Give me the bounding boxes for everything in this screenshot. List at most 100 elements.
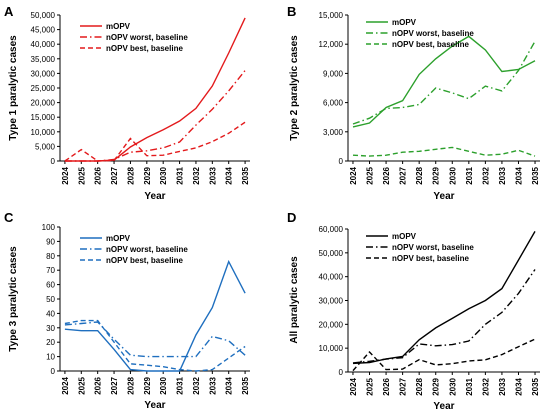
x-tick-label: 2030 <box>159 166 168 184</box>
y-tick-label: 0 <box>339 157 344 166</box>
y-tick-label: 90 <box>46 237 55 246</box>
x-tick-label: 2034 <box>514 377 523 395</box>
x-tick-label: 2025 <box>77 166 86 184</box>
x-tick-label: 2028 <box>126 166 135 184</box>
x-tick-label: 2032 <box>481 377 490 395</box>
x-axis-title: Year <box>433 191 454 202</box>
y-tick-label: 12,000 <box>319 40 344 49</box>
x-tick-label: 2028 <box>415 377 424 395</box>
series-line-nopv-worst <box>352 40 536 125</box>
x-tick-label: 2024 <box>61 166 70 184</box>
series-line-nopv-worst <box>64 321 246 358</box>
x-axis-title: Year <box>144 191 165 202</box>
x-tick-label: 2031 <box>465 166 474 184</box>
legend-label: mOPV <box>392 18 417 27</box>
y-tick-label: 15,000 <box>31 113 56 122</box>
y-tick-label: 5,000 <box>35 142 56 151</box>
y-tick-label: 30,000 <box>319 297 344 306</box>
y-tick-label: 80 <box>46 252 55 261</box>
y-tick-label: 100 <box>42 223 56 232</box>
y-tick-label: 70 <box>46 266 55 275</box>
x-tick-label: 2030 <box>448 166 457 184</box>
legend-label: nOPV best, baseline <box>106 44 183 53</box>
panel-letter: C <box>4 210 14 225</box>
x-tick-label: 2027 <box>399 166 408 184</box>
x-tick-label: 2034 <box>225 376 234 394</box>
panel-letter: B <box>287 4 296 19</box>
y-tick-label: 0 <box>51 367 56 376</box>
y-tick-label: 40,000 <box>319 273 344 282</box>
series-line-nopv-best <box>64 319 246 372</box>
legend-label: nOPV worst, baseline <box>106 33 188 42</box>
y-tick-label: 0 <box>51 157 56 166</box>
x-tick-label: 2029 <box>143 376 152 394</box>
x-tick-label: 2029 <box>432 377 441 395</box>
y-tick-label: 20,000 <box>31 99 56 108</box>
panel-letter: A <box>4 4 14 19</box>
y-tick-label: 9,000 <box>323 69 344 78</box>
y-tick-label: 3,000 <box>323 128 344 137</box>
x-tick-label: 2025 <box>366 377 375 395</box>
y-axis-title: Type 2 paralytic cases <box>289 35 300 141</box>
y-tick-label: 10 <box>46 353 55 362</box>
x-tick-label: 2033 <box>498 166 507 184</box>
x-tick-label: 2035 <box>531 166 540 184</box>
x-tick-label: 2024 <box>61 376 70 394</box>
x-tick-label: 2035 <box>531 377 540 395</box>
legend-label: nOPV worst, baseline <box>392 243 474 252</box>
y-tick-label: 45,000 <box>31 26 56 35</box>
y-tick-label: 10,000 <box>31 128 56 137</box>
series-line-nopv-best <box>352 338 536 372</box>
y-tick-label: 20,000 <box>319 320 344 329</box>
x-tick-label: 2027 <box>399 377 408 395</box>
x-tick-label: 2034 <box>514 166 523 184</box>
y-tick-label: 40 <box>46 309 55 318</box>
legend-label: nOPV best, baseline <box>106 256 183 265</box>
x-tick-label: 2028 <box>126 376 135 394</box>
y-tick-label: 0 <box>339 368 344 377</box>
y-axis-title: Type 3 paralytic cases <box>8 246 19 352</box>
x-tick-label: 2024 <box>349 377 358 395</box>
x-tick-label: 2033 <box>498 377 507 395</box>
x-tick-label: 2032 <box>192 376 201 394</box>
y-tick-label: 10,000 <box>319 344 344 353</box>
series-line-mopv <box>64 259 246 372</box>
y-tick-label: 6,000 <box>323 99 344 108</box>
x-tick-label: 2033 <box>208 376 217 394</box>
panel-a: A 0 5,000 10,000 15,000 20,000 25,000 30,000 35,… <box>4 4 250 202</box>
y-axis-title: All paralytic cases <box>289 256 300 344</box>
x-tick-label: 2032 <box>192 166 201 184</box>
legend-label: mOPV <box>106 22 131 31</box>
y-tick-label: 35,000 <box>31 55 56 64</box>
x-tick-label: 2031 <box>465 377 474 395</box>
series-line-nopv-best <box>352 146 536 157</box>
x-tick-label: 2024 <box>349 166 358 184</box>
x-tick-label: 2026 <box>94 376 103 394</box>
legend-label: mOPV <box>392 232 417 241</box>
x-tick-label: 2032 <box>481 166 490 184</box>
x-tick-label: 2025 <box>366 166 375 184</box>
x-axis-title: Year <box>144 400 165 411</box>
x-tick-label: 2031 <box>176 376 185 394</box>
y-tick-label: 60 <box>46 281 55 290</box>
x-tick-label: 2027 <box>110 166 119 184</box>
y-tick-label: 30,000 <box>31 69 56 78</box>
x-tick-label: 2027 <box>110 376 119 394</box>
x-tick-label: 2029 <box>143 166 152 184</box>
y-tick-label: 50,000 <box>319 249 344 258</box>
series-line-nopv-best <box>64 121 246 162</box>
series-line-nopv-worst <box>352 269 536 364</box>
x-tick-label: 2030 <box>159 376 168 394</box>
legend-label: mOPV <box>106 234 131 243</box>
x-tick-label: 2025 <box>77 376 86 394</box>
series-line-mopv <box>352 35 536 128</box>
y-tick-label: 50 <box>46 295 55 304</box>
x-tick-label: 2031 <box>176 166 185 184</box>
panel-d: D 0 10,000 20,000 30,000 40,000 50,000 60,000 20… <box>287 210 540 412</box>
x-tick-label: 2028 <box>415 166 424 184</box>
y-tick-label: 20 <box>46 338 55 347</box>
legend-label: nOPV best, baseline <box>392 254 469 263</box>
x-tick-label: 2030 <box>448 377 457 395</box>
legend-label: nOPV worst, baseline <box>392 29 474 38</box>
